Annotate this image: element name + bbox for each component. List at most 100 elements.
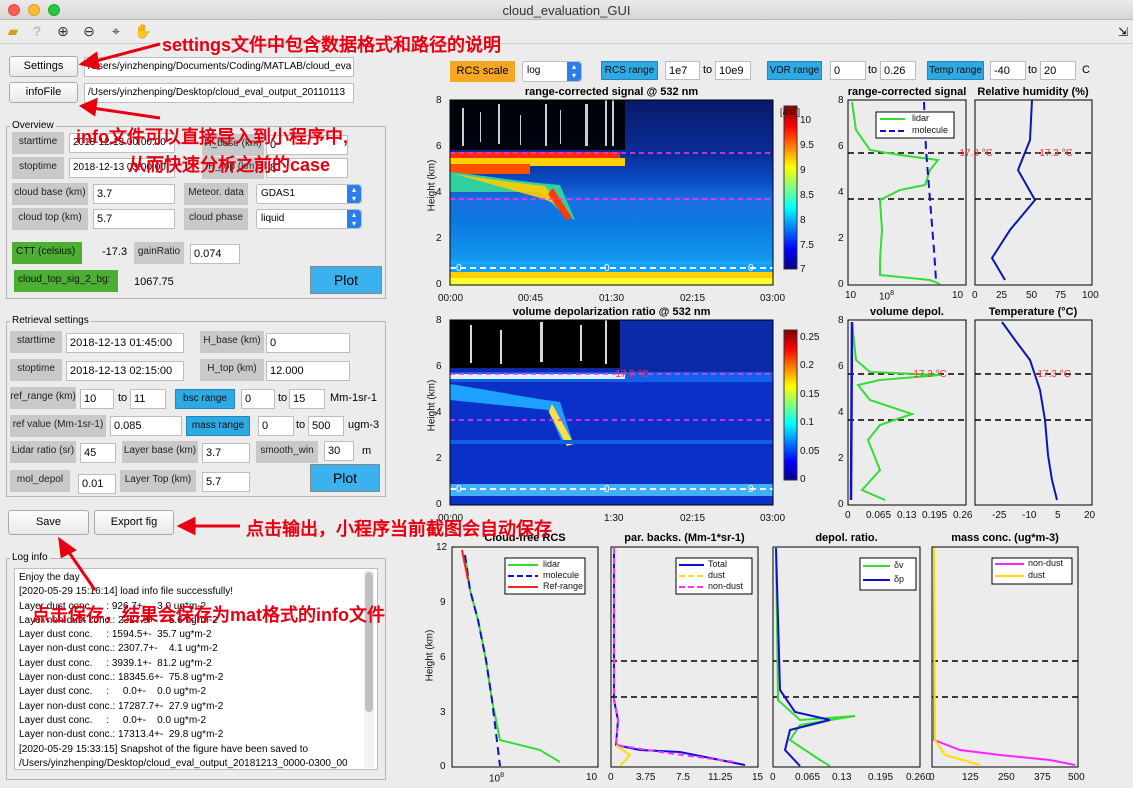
rt-stoptime-field[interactable]: 2018-12-13 02:15:00 xyxy=(66,361,184,381)
b2-xtick: 7.5 xyxy=(676,772,690,783)
mass-lo-field[interactable]: 0 xyxy=(258,416,294,436)
rcs-annotation-lines xyxy=(450,152,773,269)
log-scrollbar[interactable] xyxy=(364,570,374,768)
rt-htop-field[interactable]: 12.000 xyxy=(266,361,350,381)
overview-plot-button[interactable]: Plot xyxy=(310,266,382,294)
mass-range-button[interactable]: mass range xyxy=(186,416,250,436)
ov-starttime-label: starttime xyxy=(12,132,64,154)
bsc-hi-field[interactable]: 15 xyxy=(289,389,325,409)
depol-p-line xyxy=(775,547,831,767)
export-fig-button[interactable]: Export fig xyxy=(94,510,174,535)
ov-htop-field[interactable]: 8 xyxy=(266,158,348,178)
bsc-range-button[interactable]: bsc range xyxy=(175,389,235,409)
p-rh-xtick: 50 xyxy=(1026,290,1038,301)
infofile-button[interactable]: infoFile xyxy=(9,82,78,103)
infofile-path-field[interactable]: /Users/yinzhenping/Desktop/cloud_eval_ou… xyxy=(84,83,354,103)
gainratio-label: gainRatio xyxy=(134,242,184,264)
vdr-cbar-tick: 0 xyxy=(800,474,806,485)
ov-starttime-field[interactable]: 2018-12-13 00:00:00 xyxy=(69,133,175,153)
layerbase-field[interactable]: 3.7 xyxy=(202,443,250,463)
minimize-window-button[interactable] xyxy=(28,4,40,16)
p-temp-xtick: 5 xyxy=(1055,510,1061,521)
help-icon[interactable]: ? xyxy=(32,23,42,39)
zoom-in-icon[interactable]: ⊕ xyxy=(57,23,69,39)
b3-title: depol. ratio. xyxy=(815,532,878,544)
open-folder-icon[interactable]: ▰ xyxy=(7,23,19,39)
legend-label: molecule xyxy=(543,570,580,580)
rt-hbase-field[interactable]: 0 xyxy=(266,333,350,353)
layertop-field[interactable]: 5.7 xyxy=(202,472,250,492)
b-ytick: 12 xyxy=(436,542,448,553)
zoom-out-icon[interactable]: ⊖ xyxy=(83,23,95,39)
gainratio-field[interactable]: 0.074 xyxy=(190,244,240,264)
zero-mark: 0 xyxy=(604,263,610,274)
log-textbox[interactable]: Enjoy the day [2020-05-29 15:16:14] load … xyxy=(14,568,378,770)
mass-dust-line xyxy=(933,547,981,766)
moldepol-field[interactable]: 0.01 xyxy=(78,474,116,494)
rcs-range-button[interactable]: RCS range xyxy=(601,61,658,80)
ov-hbase-field[interactable]: 0 xyxy=(266,135,348,155)
vdr-hi-field[interactable]: 0.26 xyxy=(880,61,916,80)
p-rh-ctt-mark: -17.3 °C xyxy=(1036,148,1073,159)
rcs-scale-value: log xyxy=(527,65,541,76)
refrange-hi-field[interactable]: 11 xyxy=(130,389,166,409)
temp-hi-field[interactable]: 20 xyxy=(1040,61,1076,80)
ov-cloudbase-field[interactable]: 3.7 xyxy=(93,184,175,204)
mass-hi-field[interactable]: 500 xyxy=(308,416,344,436)
rt-starttime-field[interactable]: 2018-12-13 01:45:00 xyxy=(66,333,184,353)
legend-label: non-dust xyxy=(708,581,744,591)
log-scroll-thumb[interactable] xyxy=(365,572,373,712)
temp-range-button[interactable]: Temp range xyxy=(927,61,984,80)
b3-xtick: 0 xyxy=(770,772,776,783)
ov-htop-label: H_top (km) xyxy=(202,157,264,179)
refrange-lo-field[interactable]: 10 xyxy=(80,389,114,409)
bsc-lo-field[interactable]: 0 xyxy=(241,389,275,409)
log-line: Layer dust conc. : 3939.1+- 81.2 ug*m-2 xyxy=(19,657,212,669)
log-line: Layer non-dust conc.: 17313.4+- 29.8 ug*… xyxy=(19,729,224,741)
data-cursor-icon[interactable]: ⌖ xyxy=(112,23,120,39)
prof-ytick: 2 xyxy=(838,453,844,464)
cloud-phase-dropdown[interactable]: liquid ▴ ▾ xyxy=(256,209,362,229)
ov-stoptime-field[interactable]: 2018-12-13 03:00:00 xyxy=(69,158,175,178)
temp-lo-field[interactable]: -40 xyxy=(990,61,1026,80)
b1-exp: 8 xyxy=(500,772,505,779)
profile-frames xyxy=(451,99,1093,768)
legend-label: Total xyxy=(708,559,728,569)
settings-button[interactable]: Settings xyxy=(9,56,78,77)
rcs-hi-field[interactable]: 10e9 xyxy=(715,61,751,80)
legend-label: dust xyxy=(708,570,726,580)
settings-path-field[interactable]: /Users/yinzhenping/Documents/Coding/MATL… xyxy=(84,57,354,77)
retrieval-plot-button[interactable]: Plot xyxy=(310,464,380,492)
b1-height-label: Height (km) xyxy=(424,629,436,682)
rcs-heatmap[interactable] xyxy=(450,100,773,285)
ov-cloudtop-field[interactable]: 5.7 xyxy=(93,209,175,229)
rcs-xtick: 02:15 xyxy=(680,293,706,304)
rt-starttime-label: starttime xyxy=(10,331,62,353)
close-window-button[interactable] xyxy=(8,4,20,16)
vdr-cbar-tick: 0.1 xyxy=(800,417,814,428)
vdr-lo-field[interactable]: 0 xyxy=(830,61,866,80)
maximize-window-button[interactable] xyxy=(48,4,60,16)
toolbar-dock-icon[interactable]: ⇲ xyxy=(1118,25,1129,39)
annotation-export: 点击输出，小程序当前截图会自动保存 xyxy=(246,519,552,539)
b2-xtick: 11.25 xyxy=(708,772,733,783)
rcs-colorbar xyxy=(783,105,798,270)
b2-xtick: 3.75 xyxy=(636,772,656,783)
meteor-data-dropdown[interactable]: GDAS1 ▴ ▾ xyxy=(256,184,362,204)
chevron-updown-icon: ▴ ▾ xyxy=(347,210,361,228)
legend-label: non-dust xyxy=(1028,558,1064,568)
rcs-lo-field[interactable]: 1e7 xyxy=(665,61,700,80)
rcs-scale-dropdown[interactable]: log ▴ ▾ xyxy=(522,61,582,82)
log-line: Layer non-dust conc.: 18345.6+- 75.8 ug*… xyxy=(19,672,224,684)
lidarratio-field[interactable]: 45 xyxy=(80,443,116,463)
refvalue-field[interactable]: 0.085 xyxy=(110,416,182,436)
p-vdr-xtick: 0.26 xyxy=(953,510,973,521)
smooth-field[interactable]: 30 xyxy=(324,441,354,461)
save-button[interactable]: Save xyxy=(8,510,89,535)
depol-v-line xyxy=(775,547,856,767)
ov-meteor-label: Meteor. data xyxy=(184,183,248,205)
vdr-heatmap[interactable] xyxy=(450,320,773,505)
vdr-range-button[interactable]: VDR range xyxy=(767,61,822,80)
pan-hand-icon[interactable]: ✋ xyxy=(134,23,152,39)
log-line: [2020-05-29 15:16:14] load info file suc… xyxy=(19,586,234,598)
